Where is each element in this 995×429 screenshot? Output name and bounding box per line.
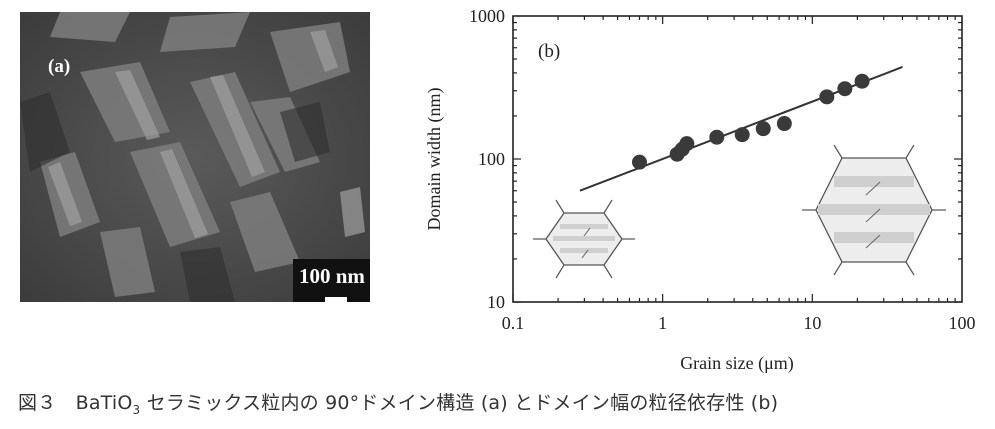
data-point <box>755 121 771 137</box>
data-points <box>631 73 870 170</box>
y-tick-label: 10 <box>487 292 505 312</box>
scale-bar-box: 100 nm <box>293 259 370 302</box>
figure-caption: 図３ BaTiO3 セラミックス粒内の 90°ドメイン構造 (a) とドメイン幅… <box>18 388 778 417</box>
x-tick-label: 1 <box>658 313 667 333</box>
panel-a-label: (a) <box>48 56 71 77</box>
x-axis-label: Grain size (μm) <box>680 353 794 374</box>
data-point <box>819 89 835 105</box>
caption-prefix: 図３ BaTiO <box>18 392 133 414</box>
data-point <box>734 127 750 143</box>
panel-b-label: (b) <box>538 41 560 62</box>
x-tick-label: 10 <box>803 313 821 333</box>
y-axis-ticks <box>513 21 962 303</box>
data-point <box>837 81 853 97</box>
y-tick-label: 100 <box>478 149 505 169</box>
data-point <box>854 73 870 89</box>
scale-bar <box>325 297 347 302</box>
caption-subscript: 3 <box>132 402 141 417</box>
large-grain-diagram <box>802 144 946 276</box>
y-tick-labels: 10 100 1000 <box>469 6 505 312</box>
data-point <box>679 136 695 152</box>
x-axis-ticks <box>512 16 956 302</box>
data-point <box>631 154 647 170</box>
x-tick-labels: 0.1 1 10 100 <box>502 313 976 333</box>
sem-micrograph: (a) 100 nm <box>20 12 370 302</box>
x-tick-label: 100 <box>949 313 976 333</box>
caption-suffix: セラミックス粒内の 90°ドメイン構造 (a) とドメイン幅の粒径依存性 (b) <box>140 392 779 414</box>
data-point <box>776 116 792 132</box>
x-tick-label: 0.1 <box>502 313 525 333</box>
small-grain-diagram <box>533 199 635 279</box>
scale-bar-label: 100 nm <box>299 264 365 288</box>
y-axis-label: Domain width (nm) <box>424 88 445 231</box>
y-tick-label: 1000 <box>469 6 505 26</box>
micrograph-texture <box>20 12 370 302</box>
data-point <box>709 129 725 145</box>
